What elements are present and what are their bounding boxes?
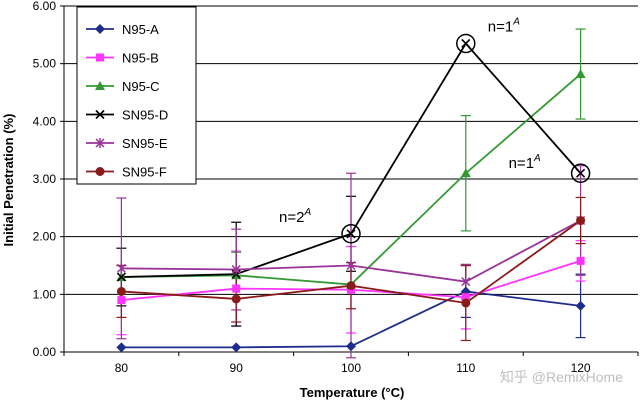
marker-x-stroke bbox=[461, 38, 471, 49]
watermark: 知乎 @RemixHome bbox=[500, 369, 623, 385]
marker-circle bbox=[231, 294, 241, 304]
legend-label: N95-B bbox=[122, 51, 159, 66]
marker-square bbox=[96, 53, 104, 62]
annotations: n=2A n=1A n=1A bbox=[279, 16, 591, 244]
y-tick-label: 3.00 bbox=[33, 172, 57, 186]
marker-triangle bbox=[460, 168, 471, 178]
annotation-circle bbox=[456, 33, 476, 54]
annotation-circle bbox=[570, 163, 591, 183]
marker-x bbox=[346, 229, 356, 239]
y-tick-label: 4.00 bbox=[33, 114, 57, 128]
marker-x-stroke bbox=[116, 272, 126, 282]
y-tick-label: 5.00 bbox=[33, 57, 57, 71]
marker-x bbox=[95, 109, 105, 120]
legend-label: N95-C bbox=[122, 79, 160, 94]
marker-x-stroke bbox=[346, 229, 356, 239]
marker-circle bbox=[116, 286, 126, 296]
marker-asterisk bbox=[116, 263, 126, 274]
x-axis-label: Temperature (°C) bbox=[300, 385, 405, 400]
marker-square bbox=[461, 293, 470, 302]
marker-square bbox=[232, 284, 241, 293]
annotation-superscript: A bbox=[533, 153, 541, 164]
x-tick-label: 120 bbox=[571, 361, 591, 375]
marker-circle bbox=[95, 167, 105, 176]
x-tick-label: 90 bbox=[230, 361, 244, 375]
marker-circle bbox=[346, 281, 356, 291]
x-tick-label: 100 bbox=[341, 361, 361, 375]
marker-circle bbox=[461, 298, 471, 308]
marker-diamond bbox=[346, 341, 356, 352]
y-tick-label: 0.00 bbox=[33, 345, 57, 359]
marker-x bbox=[116, 272, 126, 282]
marker-square bbox=[576, 256, 585, 265]
marker-diamond bbox=[116, 342, 127, 353]
y-tick-label: 2.00 bbox=[33, 230, 57, 244]
legend-label: N95-A bbox=[122, 22, 159, 37]
marker-x-stroke bbox=[95, 109, 105, 120]
legend-label: SN95-E bbox=[122, 136, 168, 151]
series-markers bbox=[116, 38, 586, 353]
annotation-label: n=1A bbox=[488, 16, 520, 35]
annotation-circle bbox=[341, 224, 361, 244]
x-tick-label: 80 bbox=[115, 361, 129, 375]
legend-label: SN95-F bbox=[122, 165, 167, 180]
y-tick-label: 1.00 bbox=[33, 287, 57, 301]
marker-square bbox=[117, 296, 126, 305]
annotation-superscript: A bbox=[512, 16, 520, 27]
y-tick-label: 6.00 bbox=[33, 0, 57, 13]
marker-asterisk bbox=[346, 260, 356, 271]
y-axis-label: Initial Penetration (%) bbox=[1, 114, 16, 247]
marker-diamond bbox=[575, 300, 586, 311]
marker-asterisk bbox=[461, 276, 471, 287]
annotation-label: n=2A bbox=[279, 207, 311, 226]
marker-x-stroke bbox=[576, 168, 586, 178]
y-axis-ticks: 0.00 1.00 2.00 3.00 4.00 5.00 6.00 bbox=[33, 0, 64, 359]
legend-label: SN95-D bbox=[122, 108, 168, 123]
marker-asterisk bbox=[95, 138, 105, 148]
legend: N95-A N95-B N95-C SN95-D SN95-E SN95-F bbox=[76, 6, 197, 185]
legend-box bbox=[76, 6, 197, 185]
annotation-label: n=1A bbox=[509, 153, 541, 172]
marker-x bbox=[461, 38, 471, 49]
marker-circle bbox=[576, 216, 586, 226]
marker-diamond bbox=[231, 342, 242, 353]
annotation-superscript: A bbox=[303, 207, 311, 218]
x-axis-ticks: 80 90 100 110 120 bbox=[63, 352, 639, 375]
marker-triangle bbox=[95, 81, 105, 90]
x-tick-label: 110 bbox=[456, 361, 475, 375]
marker-asterisk bbox=[231, 264, 241, 275]
marker-diamond bbox=[95, 24, 105, 34]
marker-x bbox=[576, 168, 586, 178]
marker-triangle bbox=[575, 69, 586, 79]
